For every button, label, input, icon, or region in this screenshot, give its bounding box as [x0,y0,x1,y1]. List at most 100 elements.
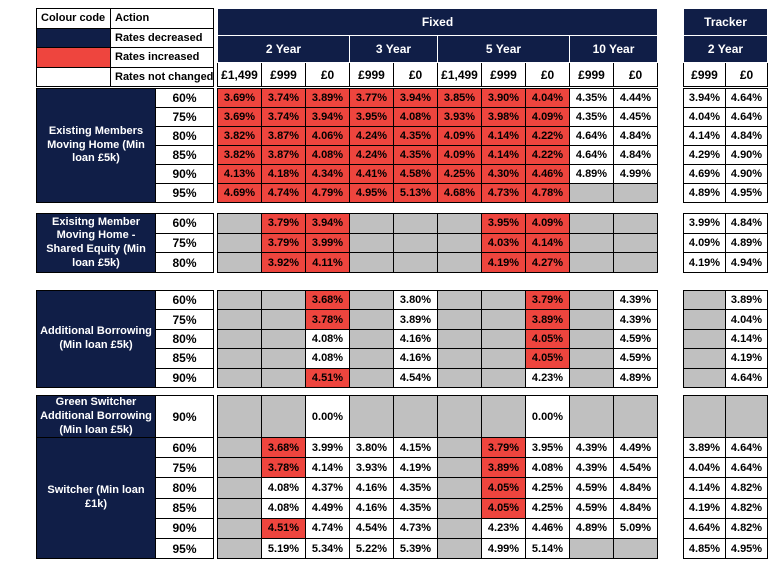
rate-cell: 3.79% [261,232,306,254]
rate-cell-empty [683,367,726,388]
ltv-cell: 85% [155,145,214,165]
rate-cell-empty [217,394,262,439]
rate-cell-empty [569,537,614,560]
rate-cell: 4.58% [393,164,438,184]
legend-colour-code-header: Colour code [36,8,111,29]
rate-cell-empty [217,348,262,369]
rate-cell: 3.79% [525,289,570,311]
rate-cell: 4.25% [525,477,570,499]
rate-cell-empty [569,183,614,203]
section-label: Exisitng Member Moving Home - Shared Equ… [36,212,156,274]
rate-cell-empty [613,252,658,274]
column-spacer [658,396,684,438]
rate-cell: 4.73% [481,183,526,203]
rate-cell-empty [349,367,394,388]
rate-cell: 3.74% [261,88,306,108]
legend-swatch-not-changed [36,66,111,87]
rate-cell: 3.94% [305,107,350,127]
rate-cell: 4.15% [393,436,438,459]
fixed-header-table: Fixed 2 Year 3 Year 5 Year 10 Year £1,49… [217,8,658,87]
tracker-header-table: Tracker 2 Year £999 £0 [682,8,769,87]
rate-cell-empty [437,232,482,254]
term-2-year: 2 Year [217,35,350,63]
rate-cell: 5.14% [525,537,570,560]
fee-header: £1,499 [437,62,482,87]
ltv-cell: 95% [155,183,214,203]
rate-cell: 4.14% [481,145,526,165]
fee-header: £0 [525,62,570,87]
rate-cell: 4.64% [683,517,726,539]
rate-cell-empty [613,183,658,203]
rate-cell-empty [349,328,394,350]
rate-cell-empty [349,309,394,330]
rate-cell: 5.19% [261,537,306,560]
rate-cell-empty [217,367,262,388]
rate-cell: 4.49% [613,436,658,459]
rate-cell: 4.18% [261,164,306,184]
rate-cell: 4.82% [725,477,768,499]
rate-cell: 3.93% [437,107,482,127]
column-spacer [658,89,684,108]
column-spacer [658,233,684,253]
rate-cell-empty [481,309,526,330]
rate-cell: 4.89% [569,517,614,539]
tracker-band-title: Tracker [682,8,769,36]
rate-cell: 4.54% [393,367,438,388]
column-spacer [658,146,684,165]
rate-cell-empty [349,394,394,439]
column-spacer [658,329,684,348]
rate-cell-empty [349,213,394,234]
rate-cell-empty [437,477,482,499]
rate-cell: 3.95% [481,213,526,234]
rate-cell: 4.37% [305,477,350,499]
rate-cell: 4.34% [305,164,350,184]
rate-cell: 4.06% [305,126,350,146]
rate-cell-empty [217,517,262,539]
rate-cell: 4.13% [217,164,262,184]
rate-cell: 4.16% [349,497,394,519]
rate-cell: 4.90% [725,164,768,184]
fee-header: £1,499 [217,62,262,87]
rate-cell-empty [437,436,482,459]
rate-cell: 3.82% [217,126,262,146]
rate-cell: 3.90% [481,88,526,108]
rate-cell-empty [437,394,482,439]
rate-cell-empty [481,394,526,439]
column-spacer [658,165,684,184]
rate-cell-empty [481,367,526,388]
rate-cell: 4.08% [525,457,570,479]
rate-cell-empty [569,232,614,254]
rate-cell: 4.49% [305,497,350,519]
rate-cell-empty [349,348,394,369]
ltv-cell: 80% [155,477,214,499]
rate-cell: 4.30% [481,164,526,184]
rate-cell-empty [437,289,482,311]
term-5-year: 5 Year [437,35,570,63]
rate-cell-empty [261,309,306,330]
rate-cell: 4.09% [437,145,482,165]
rate-cell: 3.94% [683,88,726,108]
rate-cell: 4.95% [725,183,768,203]
fixed-band-title: Fixed [217,8,658,36]
rate-cell-empty [481,348,526,369]
rate-cell-empty [683,328,726,350]
rate-cell: 0.00% [305,394,350,439]
column-spacer [658,349,684,368]
rate-cell: 4.25% [525,497,570,519]
rate-cell-empty [217,537,262,560]
rate-cell: 4.23% [525,367,570,388]
section-label: Additional Borrowing (Min loan £5k) [36,290,156,388]
rate-cell: 4.35% [569,88,614,108]
ltv-cell: 75% [155,232,214,254]
rate-cell: 4.19% [725,348,768,369]
rate-cell: 4.59% [613,328,658,350]
rate-cell-empty [569,252,614,274]
rate-cell: 4.89% [613,367,658,388]
rate-cell: 4.04% [525,88,570,108]
rate-cell-empty [437,328,482,350]
rate-cell: 4.99% [481,537,526,560]
rate-cell: 0.00% [525,394,570,439]
rate-cell-empty [569,213,614,234]
rate-cell: 4.64% [725,457,768,479]
